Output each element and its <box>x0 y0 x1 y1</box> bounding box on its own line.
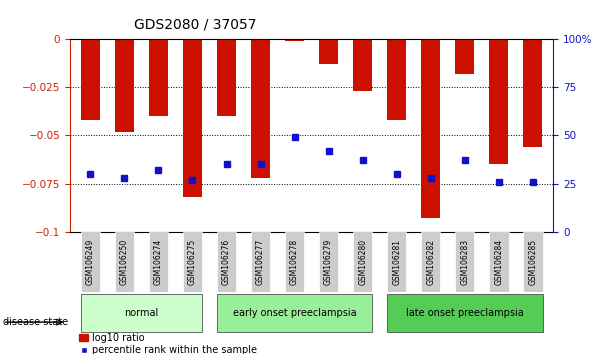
Bar <box>387 232 406 292</box>
Bar <box>285 39 304 41</box>
Text: GSM106277: GSM106277 <box>256 239 265 285</box>
Text: disease state: disease state <box>3 317 68 327</box>
Text: GSM106280: GSM106280 <box>358 239 367 285</box>
Bar <box>421 39 440 218</box>
Bar <box>149 232 168 292</box>
Bar <box>217 232 236 292</box>
Bar <box>81 232 100 292</box>
Bar <box>115 39 134 132</box>
Legend: log10 ratio, percentile rank within the sample: log10 ratio, percentile rank within the … <box>75 330 261 354</box>
Bar <box>455 232 474 292</box>
Bar <box>81 39 100 120</box>
Bar <box>353 232 372 292</box>
Bar <box>523 39 542 147</box>
Bar <box>421 232 440 292</box>
Bar <box>251 39 270 178</box>
Bar <box>217 294 372 332</box>
Text: GSM106282: GSM106282 <box>426 239 435 285</box>
Text: GSM106250: GSM106250 <box>120 239 129 285</box>
Bar <box>149 39 168 116</box>
Bar <box>217 39 236 116</box>
Bar <box>251 232 270 292</box>
Text: GSM106278: GSM106278 <box>290 239 299 285</box>
Text: early onset preeclampsia: early onset preeclampsia <box>233 308 356 318</box>
Bar <box>353 39 372 91</box>
Bar <box>183 232 202 292</box>
Text: normal: normal <box>124 308 159 318</box>
Text: GSM106275: GSM106275 <box>188 239 197 285</box>
Bar <box>81 294 202 332</box>
Text: GDS2080 / 37057: GDS2080 / 37057 <box>134 18 256 32</box>
Text: GSM106279: GSM106279 <box>324 239 333 285</box>
Text: late onset preeclampsia: late onset preeclampsia <box>406 308 523 318</box>
Bar <box>489 39 508 164</box>
Bar <box>523 232 542 292</box>
Text: GSM106276: GSM106276 <box>222 239 231 285</box>
Bar <box>387 39 406 120</box>
Text: GSM106284: GSM106284 <box>494 239 503 285</box>
Bar <box>319 232 338 292</box>
Text: GSM106281: GSM106281 <box>392 239 401 285</box>
Text: GSM106283: GSM106283 <box>460 239 469 285</box>
Text: GSM106285: GSM106285 <box>528 239 537 285</box>
Bar <box>183 39 202 197</box>
Bar <box>489 232 508 292</box>
Bar <box>455 39 474 74</box>
Text: GSM106249: GSM106249 <box>86 239 95 285</box>
Bar <box>319 39 338 64</box>
Bar <box>285 232 304 292</box>
Bar <box>115 232 134 292</box>
Text: GSM106274: GSM106274 <box>154 239 163 285</box>
Bar <box>387 294 542 332</box>
